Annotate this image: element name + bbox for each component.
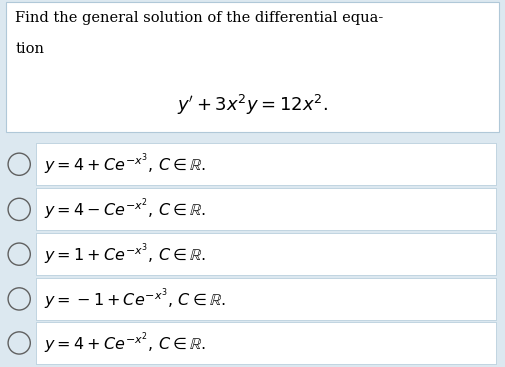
FancyBboxPatch shape	[6, 2, 499, 132]
FancyBboxPatch shape	[36, 322, 496, 364]
FancyBboxPatch shape	[36, 278, 496, 320]
Text: $y' + 3x^2y = 12x^2.$: $y' + 3x^2y = 12x^2.$	[177, 92, 328, 117]
FancyBboxPatch shape	[36, 233, 496, 275]
FancyBboxPatch shape	[36, 188, 496, 230]
Text: tion: tion	[15, 42, 44, 56]
Text: Find the general solution of the differential equa-: Find the general solution of the differe…	[15, 11, 383, 25]
Text: $y = 4 - Ce^{-x^2},\, C \in \mathbb{R}.$: $y = 4 - Ce^{-x^2},\, C \in \mathbb{R}.$	[44, 196, 207, 222]
Text: $y = 4 + Ce^{-x^2},\, C \in \mathbb{R}.$: $y = 4 + Ce^{-x^2},\, C \in \mathbb{R}.$	[44, 330, 207, 356]
Text: $y = 4 + Ce^{-x^3},\, C \in \mathbb{R}.$: $y = 4 + Ce^{-x^3},\, C \in \mathbb{R}.$	[44, 151, 207, 177]
FancyBboxPatch shape	[36, 143, 496, 185]
Text: $y = -1 + Ce^{-x^3},\, C \in \mathbb{R}.$: $y = -1 + Ce^{-x^3},\, C \in \mathbb{R}.…	[44, 286, 226, 312]
Text: $y = 1 + Ce^{-x^3},\, C \in \mathbb{R}.$: $y = 1 + Ce^{-x^3},\, C \in \mathbb{R}.$	[44, 241, 207, 267]
